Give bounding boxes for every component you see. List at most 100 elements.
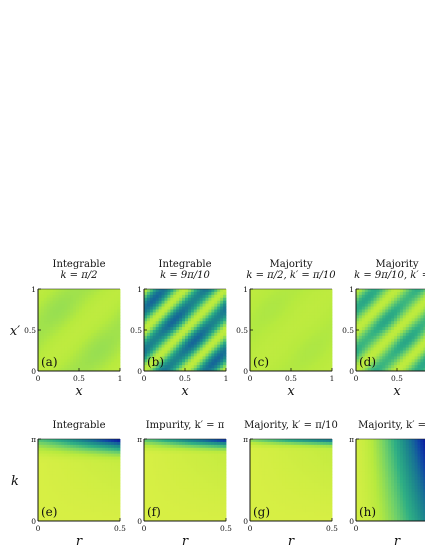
- heatmap-cell: [67, 321, 71, 325]
- heatmap-cell: [326, 297, 330, 302]
- heatmap-cell: [164, 456, 168, 460]
- heatmap-cell: [217, 459, 221, 463]
- heatmap-cell: [402, 350, 407, 354]
- heatmap-cell: [211, 465, 215, 469]
- heatmap-cell: [158, 503, 162, 507]
- heatmap-cell: [102, 482, 106, 487]
- heatmap-cell: [282, 297, 286, 302]
- heatmap-cell: [144, 368, 148, 372]
- heatmap-cell: [108, 439, 112, 443]
- heatmap-cell: [320, 306, 324, 310]
- heatmap-cell: [67, 335, 71, 340]
- heatmap-cell: [279, 368, 283, 372]
- heatmap-cell: [49, 462, 54, 466]
- heatmap-cell: [270, 294, 274, 299]
- heatmap-cell: [199, 515, 203, 519]
- heatmap-cell: [146, 500, 151, 504]
- heatmap-cell: [70, 453, 74, 457]
- heatmap-cell: [99, 318, 103, 322]
- heatmap-cell: [208, 450, 212, 455]
- heatmap-cell: [205, 482, 209, 487]
- heatmap-cell: [217, 480, 221, 484]
- heatmap-cell: [214, 439, 218, 443]
- heatmap-cell: [70, 477, 74, 481]
- heatmap-cell: [167, 506, 171, 510]
- heatmap-cell: [158, 477, 162, 481]
- heatmap-cell: [214, 468, 218, 472]
- heatmap-cell: [326, 315, 330, 319]
- heatmap-cell: [43, 471, 48, 475]
- heatmap-cell: [81, 335, 86, 340]
- heatmap-cell: [152, 515, 157, 519]
- heatmap-cell: [288, 330, 292, 334]
- heatmap-cell: [205, 330, 209, 334]
- heatmap-cell: [187, 332, 192, 337]
- heatmap-cell: [84, 344, 89, 348]
- heatmap-cell: [87, 353, 92, 357]
- heatmap-cell: [388, 344, 392, 348]
- heatmap-cell: [90, 330, 95, 334]
- heatmap-cell: [402, 332, 407, 337]
- heatmap-cell: [40, 303, 45, 307]
- heatmap-cell: [46, 297, 51, 302]
- heatmap-cell: [176, 321, 180, 325]
- heatmap-cell: [90, 450, 95, 455]
- heatmap-cell: [73, 294, 77, 299]
- heatmap-cell: [173, 318, 177, 322]
- heatmap-cell: [58, 441, 62, 446]
- heatmap-cell: [52, 509, 56, 513]
- heatmap-cell: [293, 303, 298, 307]
- heatmap-cell: [379, 338, 383, 343]
- heatmap-cell: [61, 341, 65, 346]
- heatmap-cell: [76, 459, 80, 463]
- heatmap-cell: [87, 500, 92, 504]
- heatmap-cell: [264, 303, 268, 307]
- heatmap-cell: [258, 453, 263, 457]
- heatmap-cell: [223, 306, 227, 310]
- heatmap-cell: [414, 341, 418, 346]
- heatmap-cell: [144, 477, 148, 481]
- heatmap-cell: [96, 462, 100, 466]
- heatmap-cell: [270, 297, 274, 302]
- heatmap-cell: [223, 444, 227, 449]
- heatmap-cell: [155, 297, 160, 302]
- heatmap-cell: [199, 518, 203, 522]
- heatmap-cell: [73, 509, 77, 513]
- heatmap-cell: [417, 300, 421, 305]
- heatmap-cell: [76, 465, 80, 469]
- heatmap-cell: [117, 365, 121, 369]
- heatmap-cell: [190, 341, 195, 346]
- heatmap-cell: [211, 512, 215, 516]
- heatmap-cell: [55, 318, 59, 322]
- heatmap-cell: [193, 459, 198, 463]
- heatmap-cell: [299, 324, 304, 328]
- heatmap-cell: [49, 468, 54, 472]
- heatmap-cell: [408, 297, 413, 302]
- heatmap-cell: [182, 518, 186, 522]
- heatmap-cell: [376, 356, 380, 360]
- heatmap-cell: [108, 350, 112, 354]
- heatmap-cell: [117, 503, 121, 507]
- x-tick-label: 0: [36, 524, 41, 533]
- heatmap-cell: [250, 365, 254, 369]
- heatmap-cell: [38, 465, 42, 469]
- heatmap-cell: [217, 324, 221, 328]
- heatmap-cell: [52, 439, 56, 443]
- heatmap-cell: [187, 480, 192, 484]
- heatmap-cell: [158, 518, 162, 522]
- heatmap-cell: [323, 344, 327, 348]
- heatmap-cell: [52, 344, 56, 348]
- heatmap-cell: [76, 300, 80, 305]
- heatmap-cell: [90, 471, 95, 475]
- heatmap-cell: [158, 353, 162, 357]
- heatmap-cell: [84, 441, 89, 446]
- heatmap-cell: [52, 368, 56, 372]
- heatmap-cell: [61, 321, 65, 325]
- heatmap-cell: [288, 315, 292, 319]
- heatmap-cell: [93, 303, 97, 307]
- heatmap-cell: [102, 330, 106, 334]
- heatmap-cell: [38, 453, 42, 457]
- heatmap-cell: [261, 365, 266, 369]
- heatmap-cell: [282, 365, 286, 369]
- heatmap-cell: [58, 359, 62, 363]
